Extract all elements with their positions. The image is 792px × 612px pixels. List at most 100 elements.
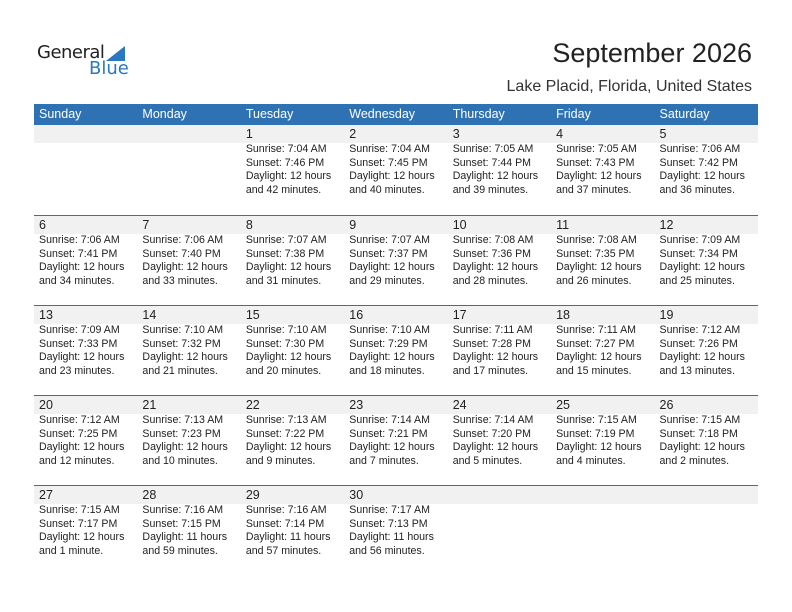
daylight-text: Daylight: 12 hours bbox=[245, 170, 332, 182]
sunrise-text: Sunrise: 7:13 AM bbox=[245, 414, 327, 426]
day-cell: 12 Sunrise: 7:09 AM Sunset: 7:34 PM Dayligh… bbox=[655, 216, 758, 288]
daylight-minutes-text: and 7 minutes. bbox=[349, 454, 419, 467]
empty-cell bbox=[34, 125, 137, 197]
sunset-text: Sunset: 7:21 PM bbox=[349, 427, 428, 440]
sunset-text: Sunset: 7:44 PM bbox=[452, 156, 532, 169]
day-number: 25 bbox=[556, 398, 571, 412]
daylight-text: Daylight: 12 hours bbox=[659, 170, 745, 182]
sunset-text: Sunset: 7:28 PM bbox=[452, 337, 532, 350]
day-number: 29 bbox=[245, 488, 260, 502]
day-cell: 23 Sunrise: 7:14 AM Sunset: 7:21 PM Dayligh… bbox=[344, 396, 447, 468]
day-number: 20 bbox=[39, 398, 53, 412]
day-cell: 24 Sunrise: 7:14 AM Sunset: 7:20 PM Dayligh… bbox=[448, 396, 551, 468]
daylight-text: Daylight: 11 hours bbox=[245, 531, 331, 543]
day-cell: 8 Sunrise: 7:07 AM Sunset: 7:38 PM Daylight… bbox=[241, 216, 344, 288]
page-title: September 2026 bbox=[552, 38, 752, 68]
day-number: 7 bbox=[142, 218, 150, 232]
date-band bbox=[34, 216, 758, 234]
sunrise-text: Sunrise: 7:14 AM bbox=[452, 414, 534, 426]
daylight-minutes-text: and 25 minutes. bbox=[659, 274, 735, 287]
date-band bbox=[34, 125, 758, 143]
sunset-text: Sunset: 7:23 PM bbox=[142, 427, 221, 440]
sunset-text: Sunset: 7:36 PM bbox=[452, 247, 532, 260]
sunrise-text: Sunrise: 7:17 AM bbox=[349, 504, 430, 516]
sunset-text: Sunset: 7:17 PM bbox=[39, 517, 118, 530]
sunrise-text: Sunrise: 7:10 AM bbox=[142, 324, 224, 336]
logo-triangle-icon bbox=[106, 46, 125, 61]
day-cell: 2 Sunrise: 7:04 AM Sunset: 7:45 PM Daylight… bbox=[344, 125, 447, 197]
daylight-minutes-text: and 57 minutes. bbox=[245, 544, 322, 557]
weekday-thursday: Thursday bbox=[452, 107, 505, 121]
daylight-minutes-text: and 31 minutes. bbox=[245, 274, 322, 287]
sunset-text: Sunset: 7:34 PM bbox=[659, 247, 738, 260]
sunrise-text: Sunrise: 7:05 AM bbox=[556, 143, 637, 155]
day-number: 17 bbox=[452, 308, 467, 322]
day-cell: 26 Sunrise: 7:15 AM Sunset: 7:18 PM Dayligh… bbox=[655, 396, 758, 468]
day-cell: 27 Sunrise: 7:15 AM Sunset: 7:17 PM Dayligh… bbox=[34, 486, 137, 558]
daylight-text: Daylight: 12 hours bbox=[142, 261, 228, 273]
week-row: 1 Sunrise: 7:04 AM Sunset: 7:46 PM Daylight… bbox=[34, 125, 758, 215]
daylight-text: Daylight: 11 hours bbox=[142, 531, 228, 543]
sunrise-text: Sunrise: 7:15 AM bbox=[556, 414, 637, 426]
daylight-text: Daylight: 12 hours bbox=[349, 351, 435, 363]
day-cell: 28 Sunrise: 7:16 AM Sunset: 7:15 PM Dayligh… bbox=[137, 486, 240, 558]
day-number: 14 bbox=[142, 308, 157, 322]
day-number: 1 bbox=[245, 127, 253, 141]
weekday-sunday: Sunday bbox=[39, 107, 82, 121]
day-number: 19 bbox=[659, 308, 674, 322]
week-row: 27 Sunrise: 7:15 AM Sunset: 7:17 PM Dayligh… bbox=[34, 485, 758, 575]
sunrise-text: Sunrise: 7:09 AM bbox=[39, 324, 120, 336]
daylight-text: Daylight: 12 hours bbox=[556, 351, 642, 363]
daylight-text: Daylight: 12 hours bbox=[39, 261, 125, 273]
daylight-text: Daylight: 12 hours bbox=[556, 441, 642, 453]
weekday-header: Sunday Monday Tuesday Wednesday Thursday Frid… bbox=[34, 104, 758, 125]
logo-general: General bbox=[37, 42, 105, 63]
day-number: 30 bbox=[349, 488, 364, 502]
daylight-text: Daylight: 12 hours bbox=[659, 441, 745, 453]
daylight-minutes-text: and 1 minute. bbox=[39, 544, 104, 557]
sunset-text: Sunset: 7:18 PM bbox=[659, 427, 738, 440]
daylight-minutes-text: and 59 minutes. bbox=[142, 544, 218, 557]
daylight-minutes-text: and 12 minutes. bbox=[39, 454, 115, 467]
daylight-minutes-text: and 23 minutes. bbox=[39, 364, 115, 377]
logo: General Blue bbox=[37, 42, 137, 82]
sunrise-text: Sunrise: 7:08 AM bbox=[556, 234, 637, 246]
sunrise-text: Sunrise: 7:06 AM bbox=[39, 234, 120, 246]
sunset-text: Sunset: 7:30 PM bbox=[245, 337, 325, 350]
day-number: 3 bbox=[452, 127, 460, 141]
daylight-text: Daylight: 12 hours bbox=[659, 351, 745, 363]
day-cell: 14 Sunrise: 7:10 AM Sunset: 7:32 PM Dayligh… bbox=[137, 306, 240, 378]
sunrise-text: Sunrise: 7:13 AM bbox=[142, 414, 224, 426]
sunset-text: Sunset: 7:27 PM bbox=[556, 337, 635, 350]
daylight-text: Daylight: 12 hours bbox=[142, 351, 228, 363]
daylight-minutes-text: and 29 minutes. bbox=[349, 274, 425, 287]
daylight-minutes-text: and 21 minutes. bbox=[142, 364, 218, 377]
daylight-minutes-text: and 28 minutes. bbox=[452, 274, 529, 287]
location: Lake Placid, Florida, United States bbox=[506, 78, 752, 95]
week-row: 13 Sunrise: 7:09 AM Sunset: 7:33 PM Dayligh… bbox=[34, 305, 758, 395]
sunset-text: Sunset: 7:22 PM bbox=[245, 427, 325, 440]
sunrise-text: Sunrise: 7:11 AM bbox=[556, 324, 636, 336]
sunset-text: Sunset: 7:14 PM bbox=[245, 517, 325, 530]
day-number: 28 bbox=[142, 488, 157, 502]
daylight-minutes-text: and 40 minutes. bbox=[349, 183, 425, 196]
day-cell: 20 Sunrise: 7:12 AM Sunset: 7:25 PM Dayligh… bbox=[34, 396, 137, 468]
daylight-minutes-text: and 10 minutes. bbox=[142, 454, 218, 467]
sunset-text: Sunset: 7:46 PM bbox=[245, 156, 325, 169]
day-number: 23 bbox=[349, 398, 364, 412]
daylight-minutes-text: and 20 minutes. bbox=[245, 364, 322, 377]
sunrise-text: Sunrise: 7:12 AM bbox=[659, 324, 741, 336]
daylight-minutes-text: and 34 minutes. bbox=[39, 274, 115, 287]
day-number: 15 bbox=[245, 308, 260, 322]
sunset-text: Sunset: 7:29 PM bbox=[349, 337, 428, 350]
day-number: 18 bbox=[556, 308, 571, 322]
daylight-minutes-text: and 4 minutes. bbox=[556, 454, 626, 467]
day-cell: 18 Sunrise: 7:11 AM Sunset: 7:27 PM Dayligh… bbox=[551, 306, 654, 378]
sunrise-text: Sunrise: 7:08 AM bbox=[452, 234, 534, 246]
sunset-text: Sunset: 7:35 PM bbox=[556, 247, 635, 260]
sunset-text: Sunset: 7:33 PM bbox=[39, 337, 118, 350]
daylight-minutes-text: and 26 minutes. bbox=[556, 274, 632, 287]
date-band bbox=[34, 396, 758, 414]
sunrise-text: Sunrise: 7:12 AM bbox=[39, 414, 120, 426]
day-cell: 25 Sunrise: 7:15 AM Sunset: 7:19 PM Dayligh… bbox=[551, 396, 654, 468]
